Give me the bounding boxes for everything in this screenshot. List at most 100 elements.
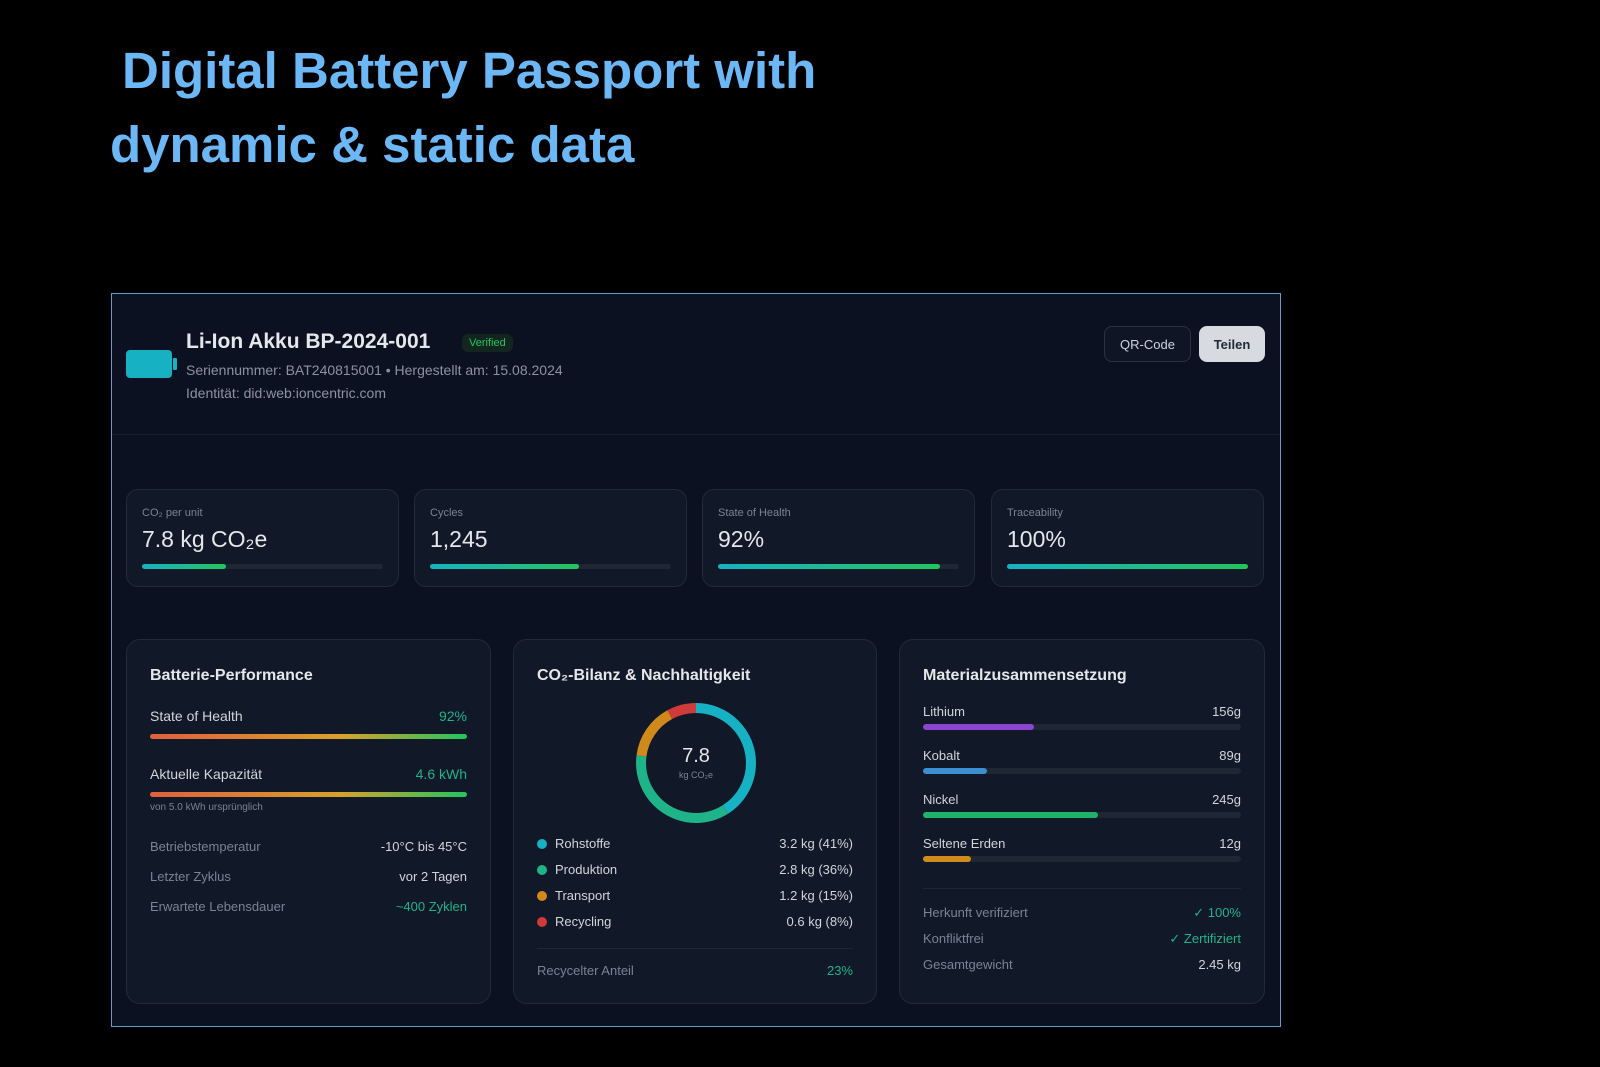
- donut-total: 7.8: [682, 745, 710, 767]
- card-title: Batterie-Performance: [150, 667, 313, 684]
- qr-code-button[interactable]: QR-Code: [1104, 326, 1191, 362]
- legend-text: Recycling: [555, 914, 612, 929]
- legend-text: Produktion: [555, 862, 618, 877]
- material-label: Lithium: [923, 704, 965, 719]
- kpi-card-traceability: Traceability 100%: [991, 489, 1264, 587]
- legend-item-recycling: Recycling 0.6 kg (8%): [537, 914, 853, 929]
- legend-dot-icon: [537, 917, 547, 927]
- legend-value: 1.2 kg (15%): [779, 888, 853, 903]
- legend-label: Transport: [537, 888, 610, 903]
- legend-dot-icon: [537, 865, 547, 875]
- materials-card: Materialzusammensetzung Lithium 156g Kobal…: [899, 639, 1265, 1004]
- material-bar: [923, 812, 1241, 818]
- headline: Digital Battery Passport with dynamic & …: [110, 34, 816, 182]
- verified-badge: Verified: [462, 334, 513, 352]
- kpi-value: 100%: [1007, 526, 1066, 552]
- recycled-value: 23%: [826, 963, 853, 978]
- kpi-label: Cycles: [430, 507, 464, 519]
- legend-dot-icon: [537, 891, 547, 901]
- material-label: Nickel: [923, 792, 959, 807]
- row-label: Betriebstemperatur: [150, 839, 261, 854]
- capacity-note: von 5.0 kWh ursprünglich: [150, 802, 263, 813]
- headline-line-1: Digital Battery Passport with: [122, 42, 817, 99]
- row-value: vor 2 Tagen: [399, 869, 467, 884]
- divider: [923, 888, 1241, 889]
- legend-item-transport: Transport 1.2 kg (15%): [537, 888, 853, 903]
- card-title: CO₂-Bilanz & Nachhaltigkeit: [537, 667, 751, 684]
- material-row: Lithium 156g: [923, 704, 1241, 719]
- kpi-label: CO₂ per unit: [142, 507, 203, 519]
- legend-label: Recycling: [537, 914, 611, 929]
- soh-value: 92%: [438, 708, 467, 724]
- donut-segment-recycling: [636, 703, 756, 823]
- material-value: 89g: [1219, 748, 1241, 763]
- kpi-value: 1,245: [430, 526, 488, 552]
- kpi-progress-fill: [142, 564, 227, 569]
- material-label: Kobalt: [923, 748, 960, 763]
- legend-text: Transport: [555, 888, 611, 903]
- legend-dot-icon: [537, 839, 547, 849]
- co2-card: CO₂-Bilanz & Nachhaltigkeit 7.8 kg CO₂e …: [513, 639, 877, 1004]
- row-value: 2.45 kg: [1198, 957, 1241, 972]
- row-label: Herkunft verifiziert: [923, 905, 1028, 920]
- legend-item-rohstoffe: Rohstoffe 3.2 kg (41%): [537, 836, 853, 851]
- legend-value: 2.8 kg (36%): [779, 862, 853, 877]
- row-label: Erwartete Lebensdauer: [150, 899, 286, 914]
- battery-title: Li-Ion Akku BP-2024-001: [186, 330, 431, 353]
- row-label: Letzter Zyklus: [150, 869, 231, 884]
- material-bar-fill: [923, 812, 1098, 818]
- capacity-label: Aktuelle Kapazität: [150, 766, 263, 782]
- kpi-progress: [430, 564, 671, 569]
- legend-label: Produktion: [537, 862, 617, 877]
- legend-value: 3.2 kg (41%): [779, 836, 853, 851]
- kpi-card-cycles: Cycles 1,245: [414, 489, 687, 587]
- material-value: 156g: [1212, 704, 1241, 719]
- material-bar-fill: [923, 856, 971, 862]
- capacity-value: 4.6 kWh: [415, 766, 467, 782]
- kpi-progress-fill: [1007, 564, 1248, 569]
- legend-value: 0.6 kg (8%): [786, 914, 853, 929]
- header-divider: [112, 434, 1280, 435]
- material-row: Nickel 245g: [923, 792, 1241, 807]
- donut-segment-produktion: [636, 703, 756, 823]
- row-value: -10°C bis 45°C: [380, 839, 467, 854]
- kpi-value: 92%: [718, 526, 765, 552]
- kpi-label: State of Health: [718, 507, 791, 519]
- material-row: Kobalt 89g: [923, 748, 1241, 763]
- row-value: ~400 Zyklen: [395, 899, 467, 914]
- identity-info: Identität: did:web:ioncentric.com: [186, 385, 386, 401]
- legend-text: Rohstoffe: [555, 836, 611, 851]
- legend-label: Rohstoffe: [537, 836, 610, 851]
- serial-info: Seriennummer: BAT240815001 • Hergestellt…: [186, 362, 563, 378]
- kpi-card-soh: State of Health 92%: [702, 489, 975, 587]
- row-label: Gesamtgewicht: [923, 957, 1013, 972]
- kpi-progress: [1007, 564, 1248, 569]
- kpi-value: 7.8 kg CO₂e: [142, 526, 268, 552]
- headline-line-2: dynamic & static data: [110, 116, 635, 173]
- soh-label: State of Health: [150, 708, 243, 724]
- share-button[interactable]: Teilen: [1199, 326, 1265, 362]
- battery-icon: [126, 350, 177, 378]
- card-title: Materialzusammensetzung: [923, 667, 1127, 684]
- recycled-label: Recycelter Anteil: [537, 963, 634, 978]
- material-bar: [923, 768, 1241, 774]
- kpi-card-co2: CO₂ per unit 7.8 kg CO₂e: [126, 489, 399, 587]
- kpi-progress: [718, 564, 959, 569]
- material-bar-fill: [923, 724, 1035, 730]
- capacity-bar: [150, 792, 467, 797]
- legend-item-produktion: Produktion 2.8 kg (36%): [537, 862, 853, 877]
- row-value: ✓ 100%: [1193, 905, 1241, 920]
- kpi-label: Traceability: [1007, 507, 1063, 519]
- divider: [537, 948, 853, 949]
- donut-unit: kg CO₂e: [678, 770, 713, 780]
- kpi-progress-fill: [430, 564, 580, 569]
- material-bar: [923, 724, 1241, 730]
- kpi-progress: [142, 564, 383, 569]
- material-value: 12g: [1219, 836, 1241, 851]
- kpi-progress-fill: [718, 564, 940, 569]
- soh-bar: [150, 734, 467, 739]
- material-bar: [923, 856, 1241, 862]
- battery-passport-panel: Li-Ion Akku BP-2024-001 Verified Serienn…: [111, 293, 1281, 1027]
- row-value: ✓ Zertifiziert: [1169, 931, 1241, 946]
- material-row: Seltene Erden 12g: [923, 836, 1241, 851]
